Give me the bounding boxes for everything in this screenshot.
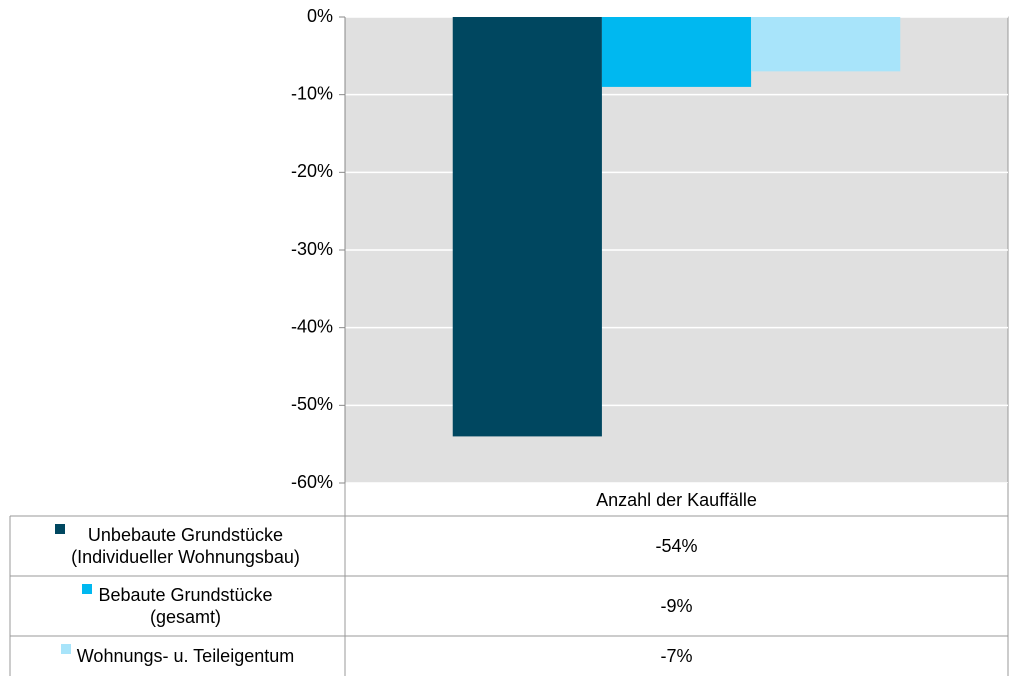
table-value: -54% <box>655 536 698 556</box>
y-tick-label: -30% <box>291 239 333 259</box>
y-tick-label: 0% <box>307 6 333 26</box>
y-tick-label: -40% <box>291 316 333 336</box>
y-tick-label: -10% <box>291 83 333 103</box>
legend-swatch <box>55 524 66 534</box>
y-tick-label: -60% <box>291 472 333 492</box>
bar <box>601 17 752 87</box>
table-value: -7% <box>660 646 693 666</box>
legend-label: Wohnungs- u. Teileigentum <box>76 646 295 666</box>
bar <box>452 17 602 437</box>
legend-entry: Wohnungs- u. Teileigentum <box>10 636 345 676</box>
y-tick-label: -20% <box>291 161 333 181</box>
y-tick-label: -50% <box>291 394 333 414</box>
bar <box>751 17 901 72</box>
legend-label: Unbebaute Grundstücke (Individueller Woh… <box>71 525 300 567</box>
legend-label: Bebaute Grundstücke (gesamt) <box>98 585 273 627</box>
legend-swatch <box>60 644 71 654</box>
legend-entry: Unbebaute Grundstücke (Individueller Woh… <box>10 516 345 576</box>
legend-swatch <box>82 584 93 594</box>
category-label: Anzahl der Kauffälle <box>596 489 757 510</box>
legend-entry: Bebaute Grundstücke (gesamt) <box>10 576 345 636</box>
table-value: -9% <box>660 596 693 616</box>
